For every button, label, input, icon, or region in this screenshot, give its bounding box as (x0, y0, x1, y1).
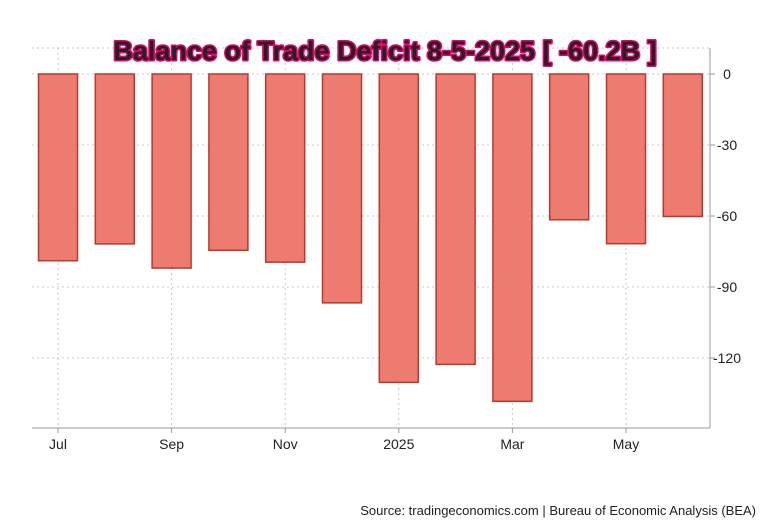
bar (151, 73, 192, 269)
y-axis-tick-labels: 0 -30 -60 -90 -120 (713, 66, 741, 366)
axes (32, 48, 715, 433)
y-tick-label: -90 (717, 279, 737, 295)
bar (548, 73, 590, 221)
y-tick-label: 0 (723, 66, 731, 82)
x-tick-label: May (613, 436, 639, 452)
x-tick-label: 2025 (383, 436, 414, 452)
chart-title: Balance of Trade Deficit 8-5-2025 [ -60.… (113, 36, 656, 66)
y-tick-label: -30 (717, 137, 737, 153)
bar (605, 73, 647, 245)
bar (662, 73, 704, 218)
bar (321, 73, 363, 304)
bar (208, 73, 249, 252)
bars (37, 73, 704, 403)
bar (37, 73, 79, 262)
bar (94, 73, 136, 245)
y-tick-label: -120 (713, 350, 741, 366)
bar (435, 73, 476, 366)
x-tick-label: Nov (273, 436, 298, 452)
x-tick-label: Jul (49, 436, 67, 452)
bar (492, 73, 533, 403)
bar (264, 73, 306, 263)
x-tick-label: Mar (500, 436, 524, 452)
x-tick-label: Sep (159, 436, 184, 452)
y-tick-label: -60 (717, 208, 737, 224)
x-axis-tick-labels: Jul Sep Nov 2025 Mar May (49, 436, 639, 452)
bar (378, 73, 420, 384)
source-note: Source: tradingeconomics.com | Bureau of… (360, 503, 756, 518)
